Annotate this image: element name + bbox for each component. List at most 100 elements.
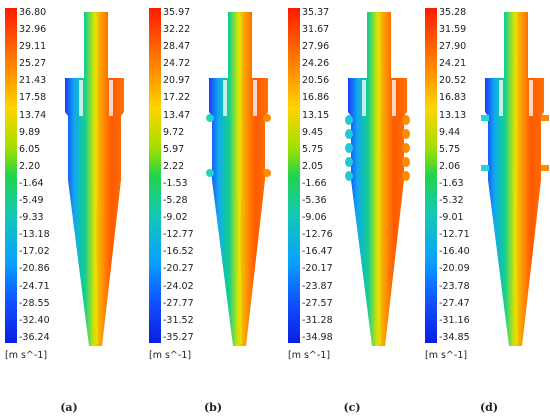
unit-label: [m s^-1]: [425, 350, 468, 361]
tick-label: 6.05: [19, 143, 41, 155]
colorbar-ticks: 35.37 31.67 27.96 24.26 20.56 16.86 13.1…: [302, 8, 342, 343]
tick-label: 27.90: [439, 41, 467, 53]
tick-label: -31.16: [439, 314, 470, 326]
tick-label: -36.24: [19, 331, 50, 343]
tick-label: -5.28: [163, 195, 188, 207]
tick-label: 9.72: [163, 126, 185, 138]
tick-label: 13.15: [302, 109, 330, 121]
colorbar: [149, 8, 161, 343]
tick-label: -9.06: [302, 212, 327, 224]
tick-label: 9.44: [439, 126, 461, 138]
panel-caption: (b): [203, 401, 223, 414]
tick-label: 20.56: [302, 75, 330, 87]
tick-label: -1.66: [302, 177, 327, 189]
tick-label: -23.87: [302, 280, 333, 292]
tick-label: -23.78: [439, 280, 470, 292]
tick-label: 9.45: [302, 126, 324, 138]
tick-label: 35.37: [302, 7, 330, 18]
tick-label: 29.11: [19, 41, 47, 53]
tick-label: 13.13: [439, 109, 467, 121]
tick-label: 27.96: [302, 41, 330, 53]
colorbar: [425, 8, 437, 343]
tick-label: -12.77: [163, 229, 194, 241]
tick-label: 16.86: [302, 92, 330, 104]
tick-label: -27.47: [439, 297, 470, 309]
unit-label: [m s^-1]: [5, 350, 48, 361]
cyclone-velocity-contour: [345, 12, 410, 346]
colorbar-ticks: 35.28 31.59 27.90 24.21 20.52 16.83 13.1…: [439, 8, 479, 343]
tick-label: -1.53: [163, 177, 188, 189]
tick-label: 13.47: [163, 109, 191, 121]
panel-caption: (a): [60, 401, 78, 414]
tick-label: 32.96: [19, 24, 47, 36]
panel-b: 35.97 32.22 28.47 24.72 20.97 17.22 13.4…: [144, 0, 282, 418]
tick-label: -1.63: [439, 177, 464, 189]
tick-label: 35.97: [163, 7, 191, 18]
colorbar-ticks: 35.97 32.22 28.47 24.72 20.97 17.22 13.4…: [163, 8, 203, 343]
colorbar: [5, 8, 17, 343]
tick-label: 2.20: [19, 160, 41, 172]
tick-label: 16.83: [439, 92, 467, 104]
tick-label: -31.52: [163, 314, 194, 326]
unit-label: [m s^-1]: [149, 350, 192, 361]
tick-label: -5.36: [302, 195, 327, 207]
tick-label: 2.22: [163, 160, 185, 172]
tick-label: -12.71: [439, 229, 470, 241]
tick-label: -32.40: [19, 314, 50, 326]
tick-label: -17.02: [19, 246, 50, 258]
tick-label: -24.71: [19, 280, 50, 292]
tick-label: 13.74: [19, 109, 47, 121]
colorbar-ticks: 36.80 32.96 29.11 25.27 21.43 17.58 13.7…: [19, 8, 59, 343]
tick-label: -5.32: [439, 195, 464, 207]
tick-label: 31.59: [439, 24, 467, 36]
tick-label: 24.26: [302, 58, 330, 70]
tick-label: -20.17: [302, 263, 333, 275]
tick-label: 5.97: [163, 143, 185, 155]
panel-caption: (c): [343, 401, 361, 414]
tick-label: -27.57: [302, 297, 333, 309]
tick-label: 28.47: [163, 41, 191, 53]
panel-a: 36.80 32.96 29.11 25.27 21.43 17.58 13.7…: [0, 0, 138, 418]
tick-label: -24.02: [163, 280, 194, 292]
tick-label: 25.27: [19, 58, 47, 70]
tick-label: 24.21: [439, 58, 467, 70]
tick-label: -12.76: [302, 229, 333, 241]
tick-label: 31.67: [302, 24, 330, 36]
tick-label: 24.72: [163, 58, 191, 70]
tick-label: -34.98: [302, 331, 333, 343]
cyclone-velocity-contour: [206, 12, 271, 346]
tick-label: -20.09: [439, 263, 470, 275]
tick-label: 5.75: [302, 143, 324, 155]
colorbar: [288, 8, 300, 343]
tick-label: 35.28: [439, 7, 467, 18]
tick-label: -16.52: [163, 246, 194, 258]
tick-label: 21.43: [19, 75, 47, 87]
tick-label: -28.55: [19, 297, 50, 309]
tick-label: -34.85: [439, 331, 470, 343]
tick-label: 17.22: [163, 92, 191, 104]
panel-c: 35.37 31.67 27.96 24.26 20.56 16.86 13.1…: [283, 0, 421, 418]
tick-label: 20.97: [163, 75, 191, 87]
tick-label: 17.58: [19, 92, 47, 104]
panel-d: 35.28 31.59 27.90 24.21 20.52 16.83 13.1…: [420, 0, 550, 418]
tick-label: -9.02: [163, 212, 188, 224]
tick-label: 2.05: [302, 160, 324, 172]
tick-label: 2.06: [439, 160, 461, 172]
tick-label: -35.27: [163, 331, 194, 343]
tick-label: -9.33: [19, 212, 44, 224]
cyclone-velocity-contour: [481, 12, 549, 346]
tick-label: -27.77: [163, 297, 194, 309]
tick-label: 20.52: [439, 75, 467, 87]
tick-label: -31.28: [302, 314, 333, 326]
tick-label: -16.47: [302, 246, 333, 258]
tick-label: -13.18: [19, 229, 50, 241]
tick-label: 32.22: [163, 24, 191, 36]
tick-label: -1.64: [19, 177, 44, 189]
tick-label: -16.40: [439, 246, 470, 258]
tick-label: -20.86: [19, 263, 50, 275]
tick-label: -9.01: [439, 212, 464, 224]
cyclone-velocity-contour: [65, 12, 124, 346]
tick-label: -20.27: [163, 263, 194, 275]
tick-label: 36.80: [19, 7, 47, 18]
tick-label: 9.89: [19, 126, 41, 138]
